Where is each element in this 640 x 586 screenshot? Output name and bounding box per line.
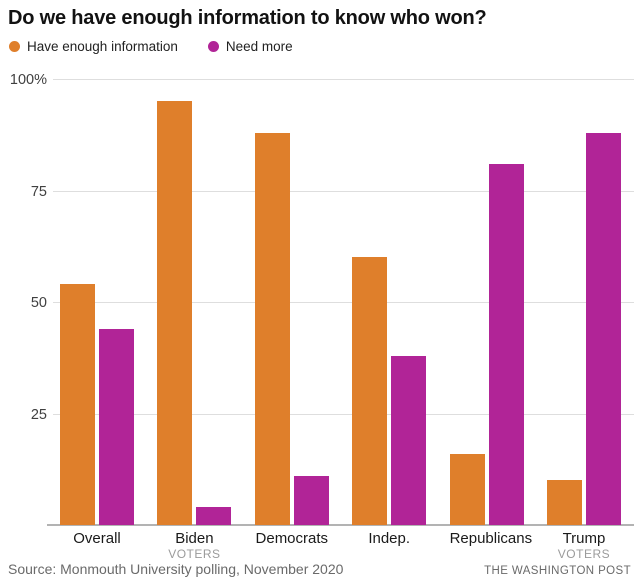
y-tick-label-50: 50 — [30, 295, 47, 312]
plot-area: 25 50 75 100% — [7, 72, 637, 527]
x-category-label: Indep. — [352, 531, 426, 561]
x-axis-baseline — [47, 524, 634, 527]
y-tick-label-100: 100% — [9, 72, 47, 89]
bar-group-democrats — [254, 80, 329, 526]
legend-item-need-more: Need more — [207, 39, 293, 54]
category-name: Indep. — [368, 530, 411, 548]
bar — [157, 101, 193, 526]
bar — [391, 356, 427, 526]
x-category-label: Biden VOTERS — [157, 531, 231, 561]
bar — [352, 257, 388, 526]
bar — [99, 329, 134, 526]
bar — [488, 164, 524, 526]
chart-footer: Source: Monmouth University polling, Nov… — [7, 561, 637, 586]
x-category-label: Republicans — [449, 530, 533, 561]
y-tick-label-75: 75 — [30, 183, 47, 200]
chart-title: Do we have enough information to know wh… — [8, 7, 487, 29]
x-category-label: Trump VOTERS — [547, 531, 621, 561]
category-name: Republicans — [449, 530, 533, 548]
bars-container — [53, 80, 634, 526]
bar — [60, 284, 95, 526]
legend-dot-orange-icon — [9, 41, 20, 52]
x-category-label: Democrats — [255, 531, 329, 561]
category-name: Democrats — [255, 530, 329, 548]
bar-group-indep — [352, 80, 427, 526]
bar — [196, 507, 232, 526]
bar — [449, 454, 485, 526]
gridline-75 — [53, 190, 634, 192]
gridline-100 — [53, 79, 634, 81]
category-name: Overall — [73, 530, 121, 548]
bar — [254, 133, 290, 526]
legend-dot-magenta-icon — [207, 41, 219, 52]
legend-label: Need more — [225, 39, 293, 54]
legend-label: Have enough information — [27, 39, 178, 54]
bar — [585, 133, 621, 526]
bar — [546, 480, 582, 526]
y-tick-label-25: 25 — [30, 406, 47, 423]
category-name: Biden — [175, 530, 214, 548]
bar-group-trump — [546, 80, 621, 526]
category-subtitle: VOTERS — [168, 546, 221, 561]
x-category-label: Overall — [60, 531, 134, 561]
bar-group-republicans — [449, 80, 524, 526]
gridline-25 — [53, 413, 634, 415]
publisher-credit: THE WASHINGTON POST — [484, 565, 631, 577]
bar — [293, 476, 329, 526]
category-name: Trump — [562, 530, 606, 548]
gridline-50 — [53, 302, 634, 304]
category-subtitle: VOTERS — [557, 546, 611, 561]
bar-group-biden — [157, 80, 232, 526]
source-note: Source: Monmouth University polling, Nov… — [8, 561, 344, 577]
legend-item-have-enough: Have enough information — [9, 39, 178, 54]
chart-legend: Have enough information Need more — [9, 39, 637, 54]
x-axis-labels: Overall Biden VOTERS Democrats Indep. Republi… — [53, 531, 634, 561]
bar-group-overall — [60, 80, 134, 526]
